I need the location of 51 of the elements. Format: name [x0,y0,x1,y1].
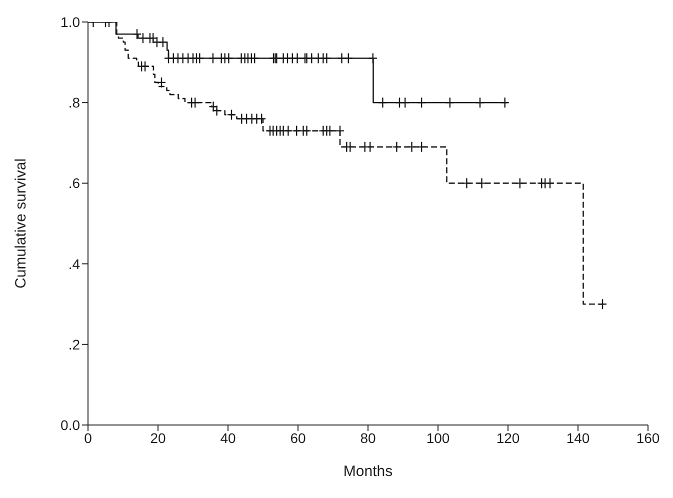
point [208,52,218,64]
point [337,52,346,64]
point [400,97,410,108]
point [158,36,168,48]
point [392,141,402,153]
point [462,178,472,189]
point [598,298,608,310]
point [212,105,222,116]
point [226,109,236,120]
point [378,97,388,108]
point [190,97,200,108]
point [346,141,355,153]
point [335,125,345,136]
point [545,178,555,189]
y-tick-label: .8 [68,94,80,111]
point [500,97,510,108]
point [284,125,293,136]
y-tick-label: .4 [68,256,80,272]
point [407,141,416,153]
x-tick-label: 100 [426,430,450,446]
point [292,52,302,64]
y-axis-title: Cumulative survival [12,158,30,289]
point [515,178,524,189]
y-tick-label: 0.0 [60,416,80,433]
x-tick-label: 80 [360,430,376,446]
x-axis-title: Months [343,463,393,480]
x-tick-label: 40 [220,430,236,446]
point [156,76,166,88]
x-tick-label: 160 [636,430,660,446]
x-tick-label: 60 [290,430,306,446]
y-tick-label: 1.0 [60,14,80,30]
point [416,141,426,153]
point [368,52,378,64]
point [445,97,454,108]
point [292,125,302,136]
point [344,52,353,64]
point [148,32,158,44]
point [416,97,426,108]
y-tick-label: .2 [68,336,80,352]
x-tick-label: 140 [566,430,590,446]
point [224,52,234,64]
x-tick-label: 120 [496,430,520,446]
x-tick-label: 0 [84,430,92,446]
point [366,141,375,153]
y-tick-label: .6 [68,175,80,192]
point [208,101,218,112]
x-tick-label: 20 [150,430,166,446]
point [477,178,486,189]
point [257,113,266,124]
point [475,97,485,108]
point [302,125,312,136]
